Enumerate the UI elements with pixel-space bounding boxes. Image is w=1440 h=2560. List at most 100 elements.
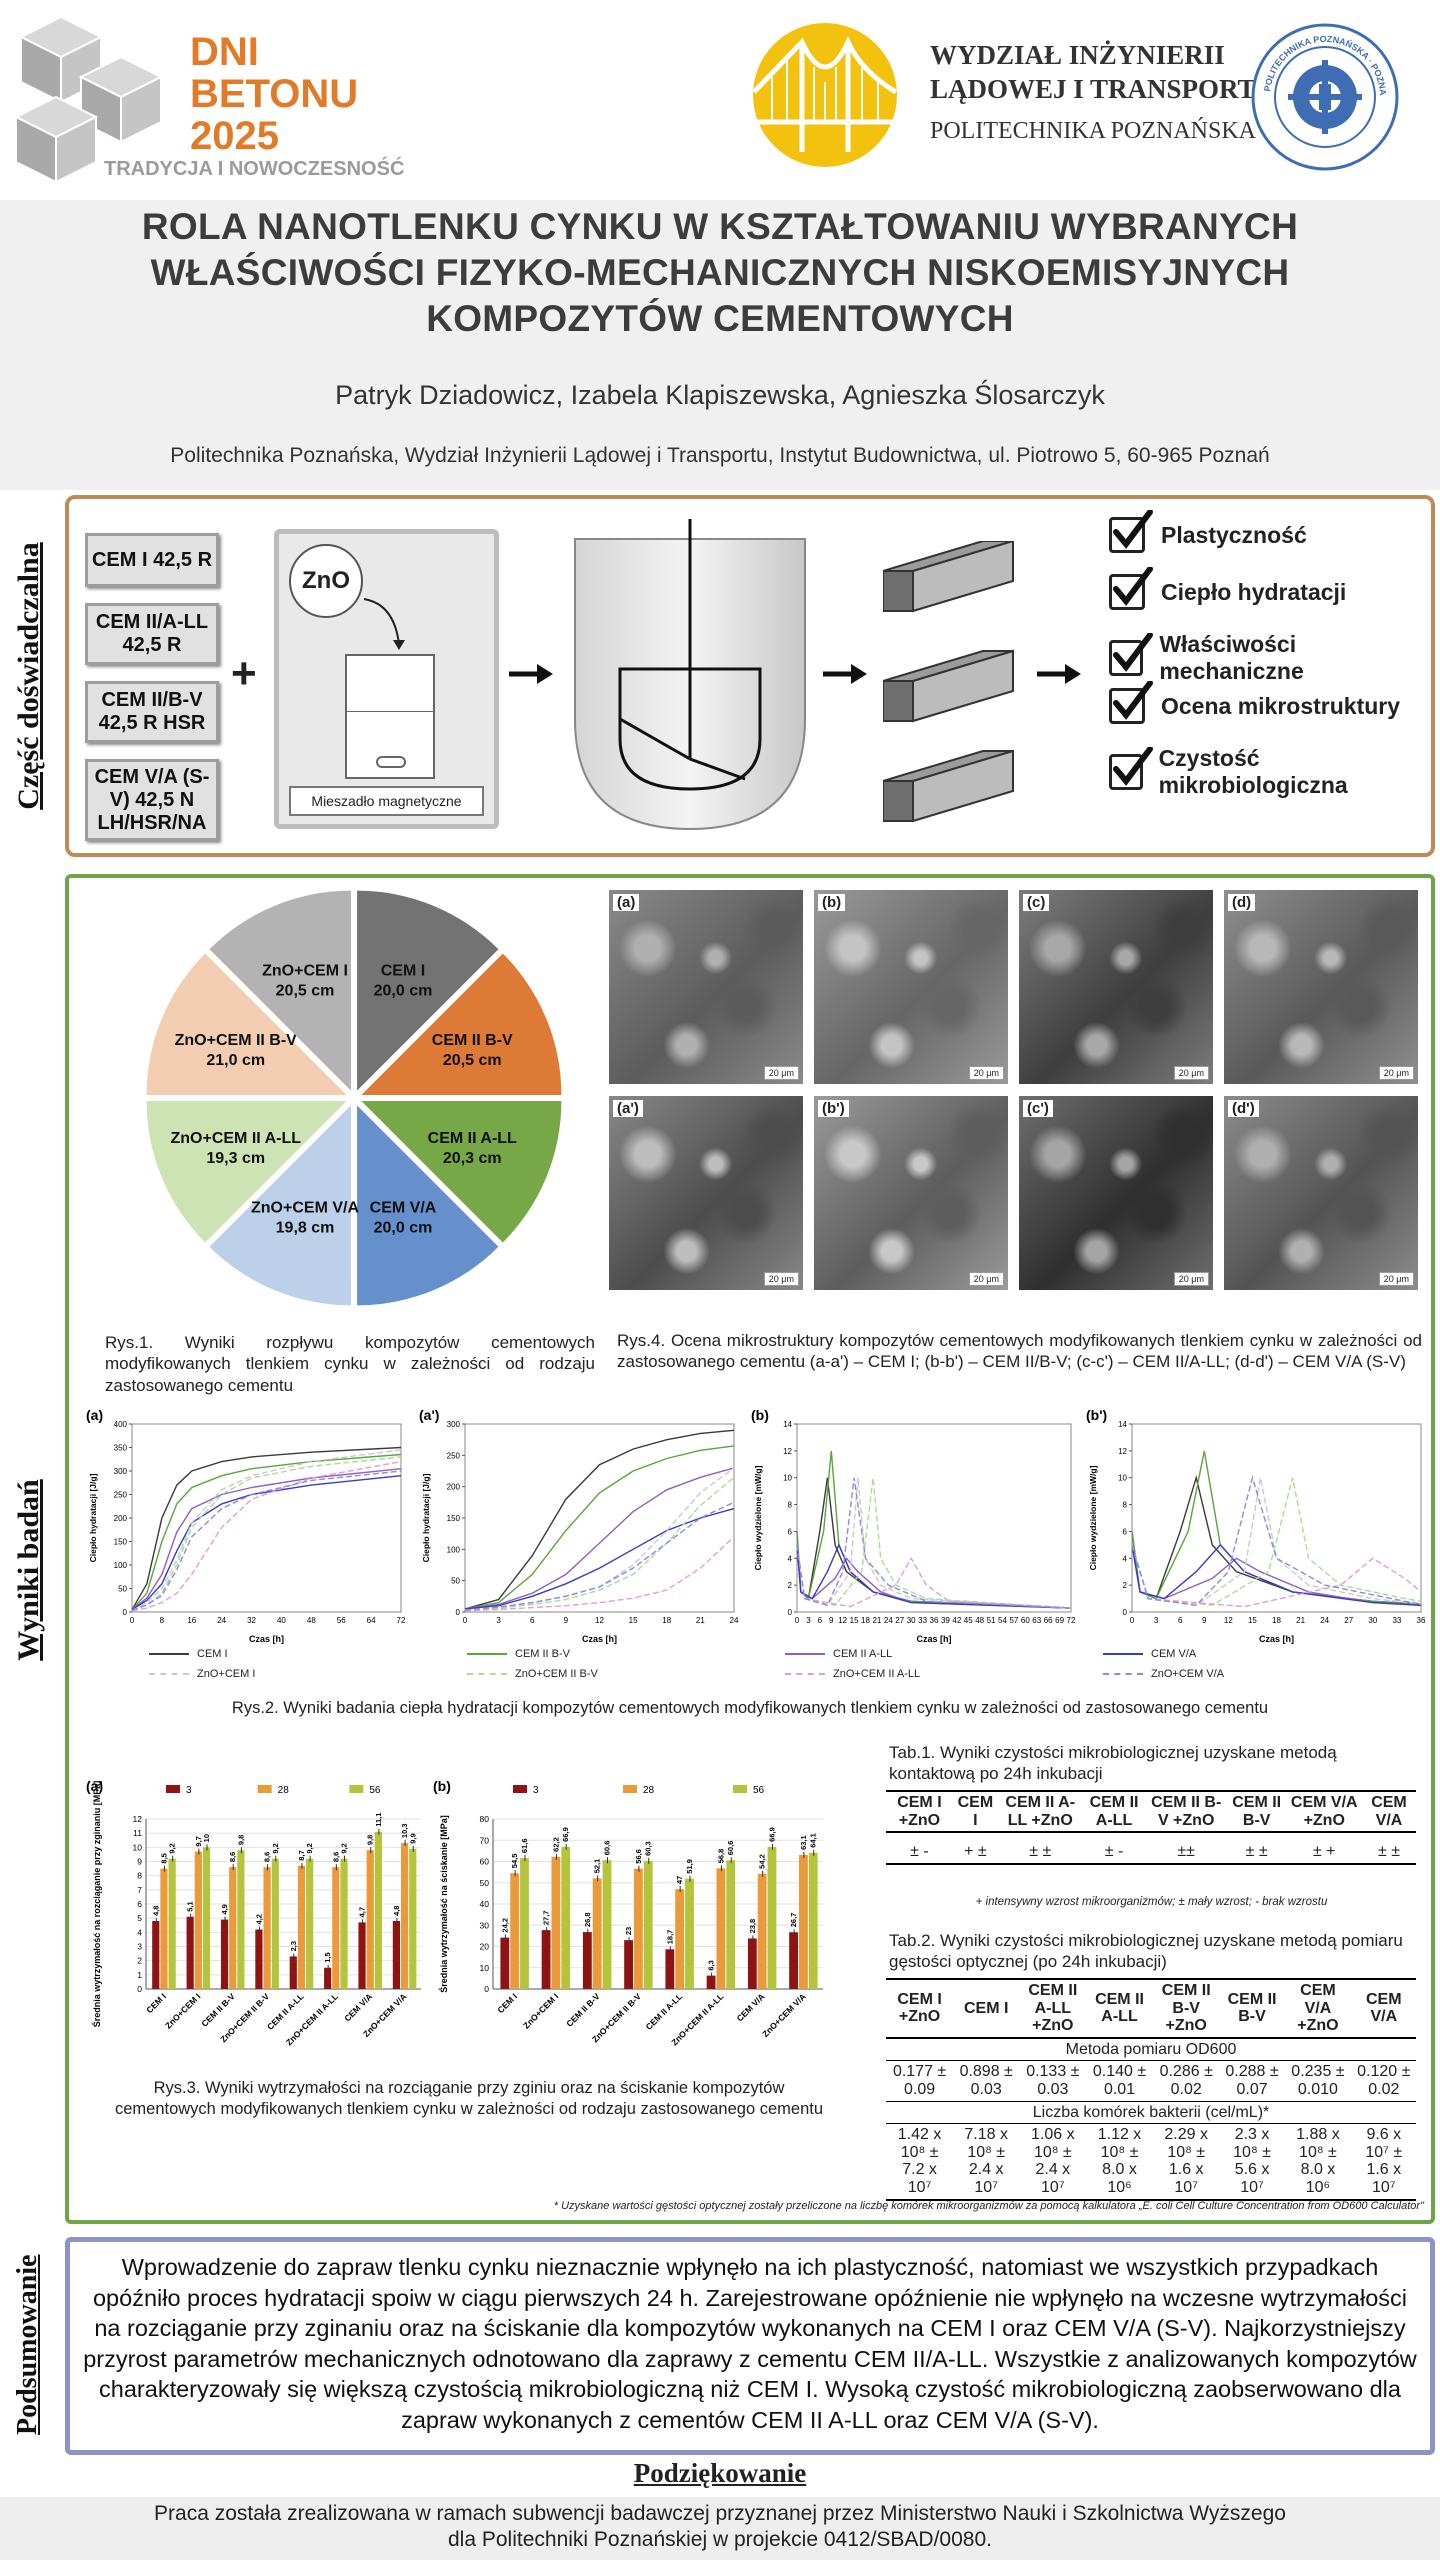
bar bbox=[706, 1975, 716, 1989]
y-tick-label: 0 bbox=[456, 1608, 461, 1617]
pie-slice-value: 20,5 cm bbox=[276, 983, 335, 1000]
bar bbox=[602, 1860, 612, 1989]
check-label: Ocena mikrostruktury bbox=[1161, 692, 1401, 719]
plot-area bbox=[1131, 1423, 1422, 1613]
y-tick-label: 0 bbox=[123, 1608, 128, 1617]
pie-slice-value: 20,0 cm bbox=[374, 1219, 433, 1236]
table-cell: ± - bbox=[886, 1832, 953, 1865]
sem-image: (c) 20 μm bbox=[1019, 890, 1213, 1084]
section-label-summary: Podsumowanie bbox=[12, 2254, 43, 2435]
rys1-caption: Rys.1. Wyniki rozpływu kompozytów cement… bbox=[105, 1333, 595, 1395]
legend-label: ZnO+CEM II B-V bbox=[515, 1668, 598, 1680]
bar-value-label: 60,6 bbox=[726, 1841, 735, 1856]
table-row: 0.177 ± 0.09 0.898 ± 0.03 0.133 ± 0.03 0.14… bbox=[886, 2061, 1416, 2101]
y-tick-label: 0 bbox=[788, 1608, 793, 1617]
legend-item: CEM I bbox=[149, 1648, 228, 1660]
faculty-name-2: LĄDOWEJ I TRANSPORTU bbox=[930, 74, 1276, 104]
bar bbox=[374, 1831, 382, 1989]
series-line bbox=[1131, 1543, 1422, 1606]
table-row: ± - + ± ± ± ± - ±± ± ± ± + ± ± bbox=[886, 1832, 1416, 1865]
x-tick-label: 48 bbox=[975, 1616, 984, 1625]
sem-scale-bar: 20 μm bbox=[763, 1066, 799, 1080]
mixer-vessel bbox=[574, 519, 806, 831]
table-header-cell: CEM I bbox=[953, 1978, 1020, 2039]
sem-scale-bar: 20 μm bbox=[968, 1066, 1004, 1080]
bar bbox=[551, 1856, 561, 1989]
x-tick-label: 3 bbox=[496, 1616, 501, 1625]
x-tick-label: 66 bbox=[1044, 1616, 1053, 1625]
y-axis-label: Ciepło wydzielone [mW/g] bbox=[753, 1465, 763, 1570]
x-tick-label: 39 bbox=[941, 1616, 950, 1625]
y-tick-label: 200 bbox=[114, 1514, 128, 1523]
heat-chart-a-prime: (a') 0 50 100 150 200 250 300 0 3 6 9 12 15 18 21 24 Czas… bbox=[419, 1408, 739, 1644]
x-tick-label: 63 bbox=[1032, 1616, 1041, 1625]
series-line bbox=[464, 1429, 735, 1610]
bar-value-label: 4,9 bbox=[220, 1904, 229, 1914]
y-tick-label: 8 bbox=[788, 1501, 793, 1510]
arrow-right-icon bbox=[823, 664, 867, 684]
pie-slice bbox=[357, 1105, 499, 1306]
bridge-logo bbox=[752, 23, 898, 167]
y-tick-label: 4 bbox=[788, 1554, 793, 1563]
table-cell: + ± bbox=[952, 1832, 998, 1865]
table-cell: ± ± bbox=[1361, 1832, 1416, 1865]
y-tick-label: 350 bbox=[114, 1444, 128, 1453]
bar bbox=[767, 1846, 777, 1989]
pie-slice-label: CEM II B-V bbox=[432, 1032, 513, 1049]
y-tick-label: 0 bbox=[484, 1984, 489, 1994]
table-header-cell: CEM I +ZnO bbox=[886, 1978, 954, 2039]
series-line bbox=[464, 1467, 735, 1610]
bar-value-label: 9,2 bbox=[340, 1843, 349, 1853]
legend-label: 56 bbox=[369, 1785, 381, 1796]
legend-swatch bbox=[785, 1653, 825, 1655]
y-tick-label: 2 bbox=[1123, 1581, 1128, 1590]
specimen-prisms bbox=[883, 541, 1014, 823]
bar-value-label: 8,7 bbox=[297, 1850, 306, 1860]
sem-image: (a) 20 μm bbox=[609, 890, 803, 1084]
bar bbox=[263, 1867, 271, 1989]
bar bbox=[332, 1867, 340, 1989]
pie-slice-value: 20,5 cm bbox=[443, 1052, 502, 1069]
bar-value-label: 10 bbox=[202, 1834, 211, 1842]
table-cell: 1.12 x 10⁸ ± 8.0 x 10⁶ bbox=[1086, 2123, 1153, 2201]
tab1-note: + intensywny wzrost mikroorganizmów; ± m… bbox=[975, 1896, 1328, 1908]
pie-slice bbox=[146, 1101, 347, 1243]
chart-panel-label: (a) bbox=[86, 1778, 103, 1794]
y-tick-label: 70 bbox=[480, 1835, 490, 1845]
series-line bbox=[464, 1445, 735, 1610]
legend-label: ZnO+CEM II A-LL bbox=[833, 1668, 921, 1680]
x-tick-label: 16 bbox=[187, 1616, 196, 1625]
x-tick-label: CEM II A-LL bbox=[644, 1991, 685, 2032]
plus-sign: + bbox=[231, 649, 257, 698]
table-header-cell: CEM II A-LL +ZnO bbox=[1019, 1978, 1087, 2039]
x-tick-label: 72 bbox=[1067, 1616, 1076, 1625]
chart-panel-label: (a) bbox=[86, 1408, 103, 1423]
checkmark-icon bbox=[1109, 681, 1153, 724]
legend-label: 28 bbox=[643, 1785, 655, 1796]
x-tick-label: 21 bbox=[872, 1616, 881, 1625]
bar-value-label: 9,7 bbox=[194, 1836, 203, 1846]
x-tick-label: 0 bbox=[463, 1616, 468, 1625]
table-cell: 2.29 x 10⁸ ± 1.6 x 10⁷ bbox=[1152, 2123, 1220, 2201]
checkmark-icon bbox=[1109, 567, 1153, 610]
sem-label: (a') bbox=[613, 1100, 643, 1117]
x-tick-label: 18 bbox=[662, 1616, 671, 1625]
bar bbox=[716, 1868, 726, 1989]
arrow-down-icon bbox=[363, 598, 405, 650]
x-tick-label: 15 bbox=[850, 1616, 859, 1625]
bar bbox=[541, 1930, 551, 1989]
table-subheader-row: Metoda pomiaru OD600 bbox=[886, 2037, 1416, 2062]
y-tick-label: 8 bbox=[1123, 1501, 1128, 1510]
bar-value-label: 10,3 bbox=[400, 1823, 409, 1838]
y-tick-label: 10 bbox=[133, 1842, 143, 1852]
y-tick-label: 7 bbox=[137, 1885, 142, 1895]
table-cell: 0.177 ± 0.09 bbox=[892, 2063, 947, 2098]
bar bbox=[624, 1940, 633, 1989]
bar bbox=[747, 1938, 757, 1989]
legend-item: ZnO+CEM I bbox=[149, 1668, 255, 1680]
table-cell: 0.133 ± 0.03 bbox=[1026, 2063, 1080, 2098]
table-header-row: CEM I +ZnO CEM I CEM II A-LL +ZnO CEM II A-… bbox=[886, 1789, 1416, 1834]
legend-item: ZnO+CEM II B-V bbox=[467, 1668, 598, 1680]
cement-cem-i: CEM I 42,5 R bbox=[85, 533, 219, 587]
x-tick-label: 72 bbox=[397, 1616, 406, 1625]
